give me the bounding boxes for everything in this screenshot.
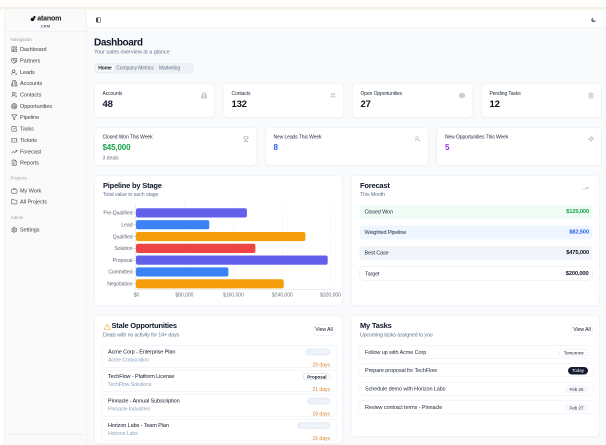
svg-text:Proposal: Proposal [113, 258, 133, 264]
svg-text:$80,000: $80,000 [175, 292, 193, 298]
svg-text:Lead: Lead [121, 222, 132, 228]
svg-text:$240,000: $240,000 [272, 292, 293, 298]
svg-text:$320,000: $320,000 [320, 292, 341, 298]
svg-text:$160,000: $160,000 [223, 292, 244, 298]
svg-text:Solution: Solution [114, 246, 132, 252]
svg-text:Negotiation: Negotiation [107, 282, 133, 288]
svg-text:$0: $0 [134, 292, 140, 298]
svg-text:Pre-Qualified: Pre-Qualified [103, 211, 132, 217]
svg-text:Committed: Committed [108, 270, 132, 276]
svg-text:Qualified: Qualified [113, 234, 133, 240]
